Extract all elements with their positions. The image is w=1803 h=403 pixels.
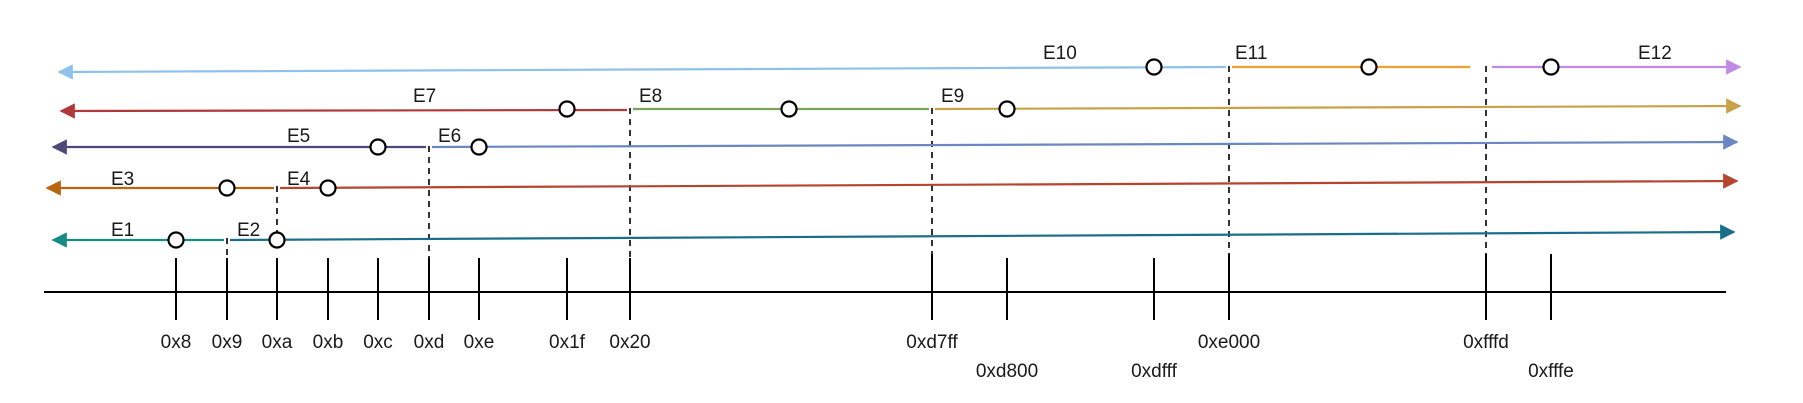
edge-label-e1: E1 — [111, 220, 134, 241]
tick-labels: 0x8 0x9 0xa 0xb 0xc 0xd 0xe 0x1f 0x20 0x… — [161, 332, 1574, 382]
edge-e4 — [279, 173, 1739, 190]
marker-e5 — [369, 138, 387, 156]
edge-label-e6: E6 — [438, 126, 461, 147]
edges — [45, 59, 1742, 248]
tick-label-0xdfff: 0xdfff — [1131, 361, 1178, 382]
marker-e7 — [558, 100, 576, 118]
tick-label-0xfffe: 0xfffe — [1528, 361, 1574, 382]
marker-e10 — [1145, 58, 1163, 76]
tick-label-0xa: 0xa — [262, 332, 293, 353]
edge-label-e10: E10 — [1043, 43, 1077, 64]
tick-label-0x8: 0x8 — [161, 332, 192, 353]
edge-label-e8: E8 — [639, 86, 662, 107]
tick-label-0xc: 0xc — [363, 332, 393, 353]
edge-label-e12: E12 — [1638, 43, 1672, 64]
tick-label-0xb: 0xb — [313, 332, 344, 353]
tick-label-0xe: 0xe — [464, 332, 495, 353]
edge-label-e4: E4 — [287, 169, 311, 190]
marker-e8 — [780, 100, 798, 118]
edge-e2 — [229, 224, 1736, 242]
edge-e6 — [431, 134, 1739, 150]
marker-e9 — [998, 100, 1016, 118]
tick-label-0x20: 0x20 — [609, 332, 650, 353]
tick-label-0xd800: 0xd800 — [976, 361, 1038, 382]
tick-label-0x1f: 0x1f — [549, 332, 586, 353]
tick-label-0xfffd: 0xfffd — [1463, 332, 1509, 353]
marker-e2 — [268, 231, 286, 249]
marker-e11 — [1360, 58, 1378, 76]
edge-label-e7: E7 — [413, 86, 436, 107]
edge-label-e3: E3 — [111, 169, 134, 190]
tick-label-0xe000: 0xe000 — [1198, 332, 1260, 353]
edge-label-e11: E11 — [1235, 43, 1267, 64]
axis — [44, 254, 1726, 320]
tick-label-0xd7ff: 0xd7ff — [906, 332, 958, 353]
edge-label-e5: E5 — [287, 126, 310, 147]
edge-labels: E1 E2 E3 E4 E5 E6 E7 E8 E9 E10 E11 E12 — [111, 43, 1672, 241]
edge-label-e2: E2 — [237, 220, 260, 241]
edge-e10 — [57, 64, 1227, 80]
edge-label-e9: E9 — [941, 86, 964, 107]
tick-label-0x9: 0x9 — [212, 332, 243, 353]
marker-e12 — [1542, 58, 1560, 76]
marker-e3 — [218, 179, 236, 197]
marker-e1 — [167, 231, 185, 249]
edge-e9 — [934, 98, 1742, 114]
marker-e4 — [319, 179, 337, 197]
edge-markers — [167, 58, 1560, 249]
marker-e6 — [470, 138, 488, 156]
edge-e7 — [59, 103, 628, 119]
tick-label-0xd: 0xd — [414, 332, 445, 353]
